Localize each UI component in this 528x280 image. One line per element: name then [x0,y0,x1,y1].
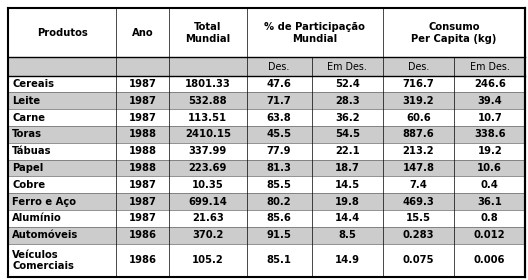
Text: 80.2: 80.2 [267,197,291,207]
Text: 18.7: 18.7 [335,163,360,173]
Text: 91.5: 91.5 [267,230,291,240]
Text: 63.8: 63.8 [267,113,291,123]
Text: 10.35: 10.35 [192,180,224,190]
Text: 39.4: 39.4 [477,96,502,106]
Text: 0.283: 0.283 [403,230,434,240]
Text: 1988: 1988 [129,146,157,156]
Text: Produtos: Produtos [37,28,88,38]
Text: 1986: 1986 [129,255,157,265]
Text: 14.9: 14.9 [335,255,360,265]
Text: 213.2: 213.2 [403,146,434,156]
Text: % de Participação
Mundial: % de Participação Mundial [264,22,365,44]
Text: 54.5: 54.5 [335,129,360,139]
Text: Veículos
Comerciais: Veículos Comerciais [12,249,74,271]
Text: 60.6: 60.6 [406,113,431,123]
Text: Total
Mundial: Total Mundial [185,22,230,44]
Bar [8,126,525,143]
Text: Des.: Des. [408,62,429,71]
Text: 7.4: 7.4 [410,180,427,190]
Text: Cereais: Cereais [12,79,54,89]
Text: 337.99: 337.99 [188,146,227,156]
Text: Toras: Toras [12,129,42,139]
Text: 699.14: 699.14 [188,197,227,207]
Text: Consumo
Per Capita (kg): Consumo Per Capita (kg) [411,22,497,44]
Bar [8,193,525,210]
Text: 147.8: 147.8 [402,163,435,173]
Text: 223.69: 223.69 [188,163,227,173]
Text: 77.9: 77.9 [267,146,291,156]
Text: 10.6: 10.6 [477,163,502,173]
Text: 71.7: 71.7 [267,96,291,106]
Text: 532.88: 532.88 [188,96,227,106]
Text: 1987: 1987 [129,79,157,89]
Text: 36.2: 36.2 [335,113,360,123]
Text: 0.075: 0.075 [403,255,434,265]
Text: 21.63: 21.63 [192,213,224,223]
Text: Ano: Ano [132,28,154,38]
Text: 716.7: 716.7 [402,79,435,89]
Text: Alumínio: Alumínio [12,213,62,223]
Bar [8,227,525,244]
Text: 0.4: 0.4 [481,180,498,190]
Text: Tábuas: Tábuas [12,146,52,156]
Text: 469.3: 469.3 [402,197,435,207]
Text: 0.012: 0.012 [474,230,505,240]
Bar [8,57,525,76]
Text: 10.7: 10.7 [477,113,502,123]
Text: 0.8: 0.8 [481,213,498,223]
Text: 85.5: 85.5 [267,180,291,190]
Text: 2410.15: 2410.15 [185,129,231,139]
Text: 319.2: 319.2 [403,96,434,106]
Text: 887.6: 887.6 [402,129,435,139]
Text: 14.5: 14.5 [335,180,360,190]
Text: 14.4: 14.4 [335,213,360,223]
Text: Automóveis: Automóveis [12,230,78,240]
Text: 1988: 1988 [129,129,157,139]
Text: 1801.33: 1801.33 [185,79,231,89]
Text: 338.6: 338.6 [474,129,505,139]
Text: 246.6: 246.6 [474,79,506,89]
Text: 0.006: 0.006 [474,255,505,265]
Text: 1988: 1988 [129,163,157,173]
Text: 19.2: 19.2 [477,146,502,156]
Text: 113.51: 113.51 [188,113,228,123]
Text: 105.2: 105.2 [192,255,224,265]
Text: Cobre: Cobre [12,180,45,190]
Text: 22.1: 22.1 [335,146,360,156]
Text: 19.8: 19.8 [335,197,360,207]
Text: 1987: 1987 [129,180,157,190]
Text: 28.3: 28.3 [335,96,360,106]
Text: Des.: Des. [268,62,290,71]
Bar [8,92,525,109]
Text: 85.1: 85.1 [267,255,291,265]
Text: Papel: Papel [12,163,43,173]
Bar [8,160,525,176]
Text: 1986: 1986 [129,230,157,240]
Text: 47.6: 47.6 [267,79,291,89]
Text: Ferro e Aço: Ferro e Aço [12,197,76,207]
Text: Em Des.: Em Des. [470,62,510,71]
Text: 45.5: 45.5 [267,129,291,139]
Text: 1987: 1987 [129,113,157,123]
Text: 1987: 1987 [129,213,157,223]
Text: Leite: Leite [12,96,40,106]
Text: 85.6: 85.6 [267,213,291,223]
Text: 1987: 1987 [129,197,157,207]
Text: 1987: 1987 [129,96,157,106]
Text: 81.3: 81.3 [267,163,291,173]
Text: 36.1: 36.1 [477,197,502,207]
Text: 15.5: 15.5 [406,213,431,223]
Text: 370.2: 370.2 [192,230,223,240]
Text: 8.5: 8.5 [338,230,356,240]
Text: 52.4: 52.4 [335,79,360,89]
Text: Carne: Carne [12,113,45,123]
Text: Em Des.: Em Des. [327,62,367,71]
